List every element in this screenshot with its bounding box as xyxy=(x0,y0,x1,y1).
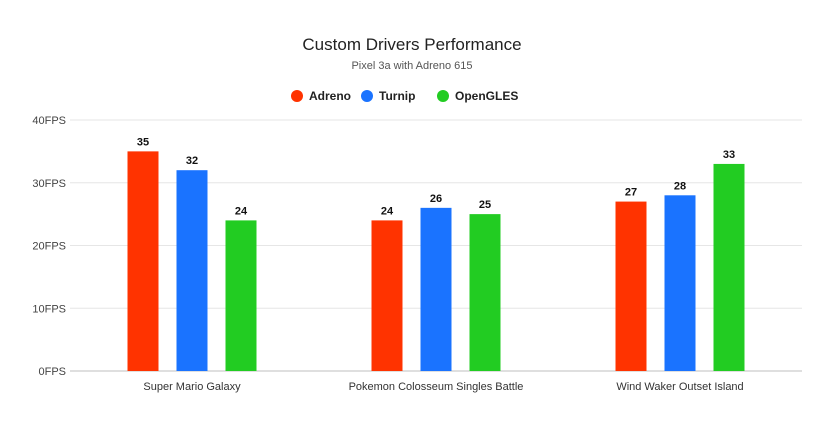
bar xyxy=(371,220,403,371)
data-label: 26 xyxy=(430,193,442,205)
legend-swatch xyxy=(291,90,303,102)
data-label: 33 xyxy=(723,149,735,161)
legend-item: OpenGLES xyxy=(437,89,518,103)
legend-item: Turnip xyxy=(361,89,415,103)
legend-label: Adreno xyxy=(309,89,351,103)
data-labels: 35 32 24 24 26 25 27 28 33 xyxy=(137,136,735,217)
data-label: 28 xyxy=(674,180,686,192)
bar xyxy=(420,207,452,371)
y-tick-label: 30FPS xyxy=(32,178,66,190)
data-label: 35 xyxy=(137,136,149,148)
data-label: 25 xyxy=(479,199,491,211)
data-label: 32 xyxy=(186,155,198,167)
legend-item: Adreno xyxy=(291,89,351,103)
legend-label: Turnip xyxy=(379,89,415,103)
y-tick-label: 0FPS xyxy=(38,366,66,378)
y-tick-label: 40FPS xyxy=(32,115,66,127)
bar xyxy=(615,201,647,371)
bar xyxy=(176,170,208,371)
x-category-label: Super Mario Galaxy xyxy=(143,381,241,393)
x-axis-labels: Super Mario Galaxy Pokemon Colosseum Sing… xyxy=(143,381,743,393)
data-label: 24 xyxy=(381,205,394,217)
legend-swatch xyxy=(437,90,449,102)
bar xyxy=(225,220,257,371)
bar xyxy=(713,163,745,371)
bar xyxy=(127,151,159,371)
x-category-label: Pokemon Colosseum Singles Battle xyxy=(349,381,524,393)
y-tick-label: 20FPS xyxy=(32,241,66,253)
legend: Adreno Turnip OpenGLES xyxy=(291,89,518,103)
bar xyxy=(664,195,696,371)
chart-subtitle: Pixel 3a with Adreno 615 xyxy=(351,60,472,72)
chart-title: Custom Drivers Performance xyxy=(302,35,521,54)
y-tick-label: 10FPS xyxy=(32,303,66,315)
legend-label: OpenGLES xyxy=(455,89,518,103)
legend-swatch xyxy=(361,90,373,102)
bars xyxy=(127,151,745,371)
y-axis-ticks: 0FPS 10FPS 20FPS 30FPS 40FPS xyxy=(32,115,66,378)
data-label: 27 xyxy=(625,187,637,199)
bar xyxy=(469,214,501,371)
data-label: 24 xyxy=(235,205,248,217)
x-category-label: Wind Waker Outset Island xyxy=(616,381,743,393)
